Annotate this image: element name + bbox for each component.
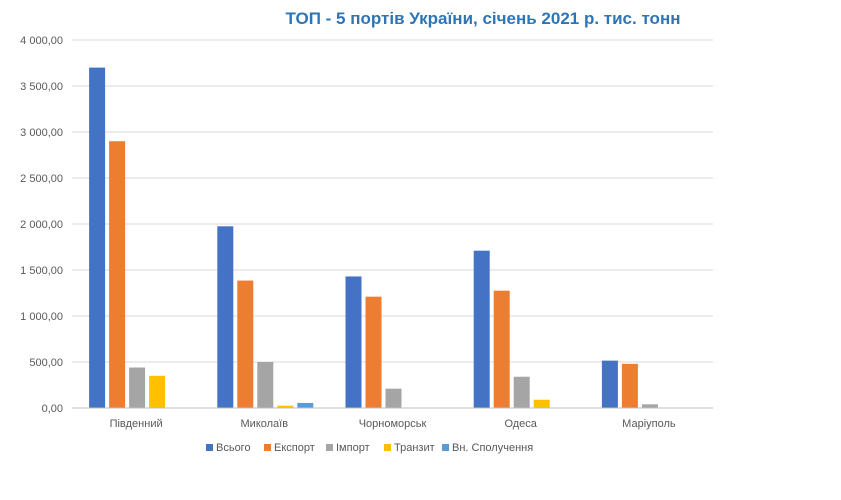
bars [89, 67, 658, 408]
bar-1-2 [217, 226, 234, 408]
bar-3-1 [129, 367, 146, 408]
legend-swatch [442, 444, 449, 451]
bar-4-2 [277, 405, 294, 408]
bar-3-3 [385, 388, 402, 408]
bar-4-1 [149, 375, 166, 408]
bar-3-5 [641, 404, 658, 408]
x-category-label: Південний [110, 418, 163, 430]
legend-swatch [264, 444, 271, 451]
chart-title: ТОП - 5 портів України, січень 2021 р. т… [286, 9, 681, 28]
bar-2-1 [109, 141, 126, 408]
y-tick-label: 1 500,00 [20, 265, 63, 277]
legend-swatch [206, 444, 213, 451]
bar-3-2 [257, 362, 274, 408]
bar-2-4 [493, 290, 510, 408]
legend: Всього Експорт Імпорт Транзит Вн. Сполучення [206, 442, 533, 454]
bar-3-4 [513, 376, 530, 408]
y-tick-label: 2 000,00 [20, 219, 63, 231]
x-category-label: Чорноморськ [359, 418, 427, 430]
y-tick-label: 4 000,00 [20, 35, 63, 47]
legend-label: Імпорт [336, 442, 370, 454]
y-tick-label: 1 000,00 [20, 311, 63, 323]
bar-5-2 [297, 402, 314, 408]
bar-2-2 [237, 280, 254, 408]
y-tick-label: 3 000,00 [20, 127, 63, 139]
bar-1-1 [89, 67, 106, 408]
x-category-label: Миколаїв [241, 418, 289, 430]
y-axis-ticks: 0,00 500,00 1 000,00 1 500,00 2 000,00 2 500,… [20, 35, 63, 415]
bar-4-4 [533, 399, 550, 408]
bar-1-5 [601, 360, 618, 408]
bar-2-5 [621, 363, 638, 408]
legend-label: Вн. Сполучення [452, 442, 533, 454]
legend-label: Транзит [394, 442, 435, 454]
y-tick-label: 500,00 [29, 357, 63, 369]
bar-1-3 [345, 276, 362, 408]
legend-swatch [384, 444, 391, 451]
legend-swatch [326, 444, 333, 451]
y-tick-label: 2 500,00 [20, 173, 63, 185]
bar-2-3 [365, 296, 382, 408]
x-category-label: Одеса [504, 418, 537, 430]
legend-label: Всього [216, 442, 251, 454]
y-tick-label: 3 500,00 [20, 81, 63, 93]
y-tick-label: 0,00 [42, 403, 63, 415]
bar-1-4 [473, 250, 490, 408]
x-category-label: Маріуполь [622, 418, 676, 430]
x-axis-categories: Південний Миколаїв Чорноморськ Одеса Маріупо… [110, 418, 676, 430]
legend-label: Експорт [274, 442, 315, 454]
gridlines [72, 39, 713, 363]
